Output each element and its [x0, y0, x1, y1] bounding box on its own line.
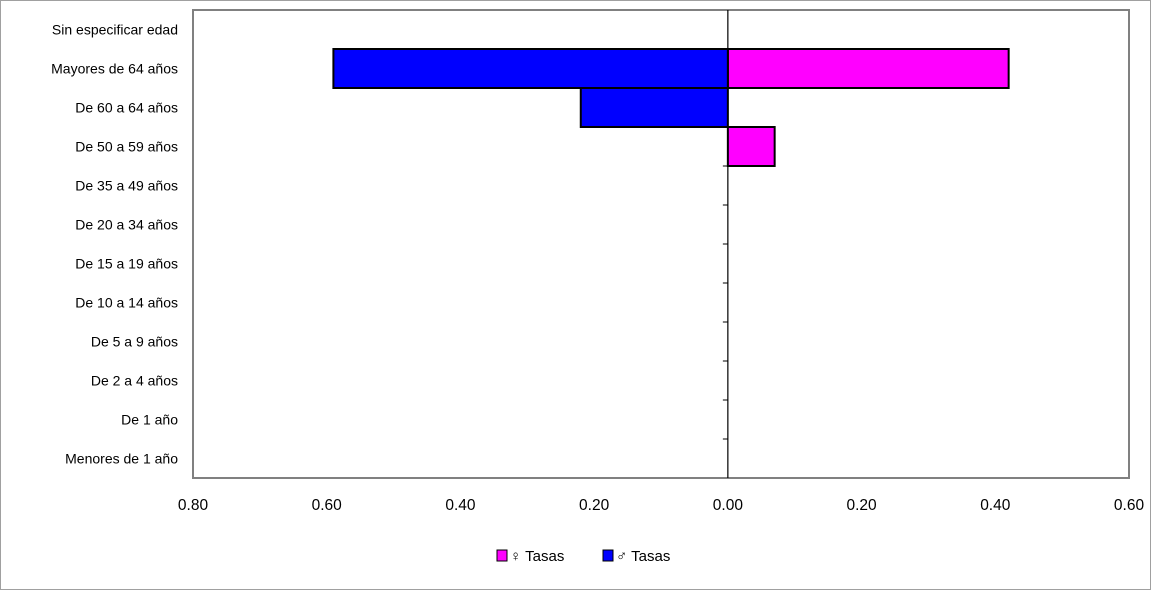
- category-label: De 10 a 14 años: [75, 295, 178, 311]
- category-label: Menores de 1 año: [65, 451, 178, 467]
- x-tick-label: 0.60: [312, 497, 343, 514]
- female-bar: [726, 48, 1010, 89]
- category-label: Mayores de 64 años: [51, 61, 178, 77]
- male-bar: [332, 48, 729, 89]
- legend-female-swatch: [496, 549, 508, 562]
- x-tick-label: 0.80: [178, 497, 209, 514]
- male-bar: [579, 87, 729, 128]
- category-label: De 60 a 64 años: [75, 100, 178, 116]
- legend-male-swatch: [602, 549, 614, 562]
- x-tick-label: 0.00: [713, 497, 744, 514]
- female-bar: [726, 126, 776, 167]
- x-tick-label: 0.40: [445, 497, 476, 514]
- category-label: De 1 año: [121, 412, 178, 428]
- x-tick-label: 0.60: [1114, 497, 1145, 514]
- legend-male-label: ♂ Tasas: [616, 548, 670, 565]
- legend-female-label: ♀ Tasas: [510, 548, 564, 565]
- category-label: De 20 a 34 años: [75, 217, 178, 233]
- category-label: De 2 a 4 años: [91, 373, 178, 389]
- x-tick-label: 0.20: [846, 497, 877, 514]
- x-tick-label: 0.20: [579, 497, 610, 514]
- category-label: De 50 a 59 años: [75, 139, 178, 155]
- x-tick-label: 0.40: [980, 497, 1011, 514]
- category-label: De 15 a 19 años: [75, 256, 178, 272]
- category-label: Sin especificar edad: [52, 22, 178, 38]
- category-label: De 5 a 9 años: [91, 334, 178, 350]
- category-label: De 35 a 49 años: [75, 178, 178, 194]
